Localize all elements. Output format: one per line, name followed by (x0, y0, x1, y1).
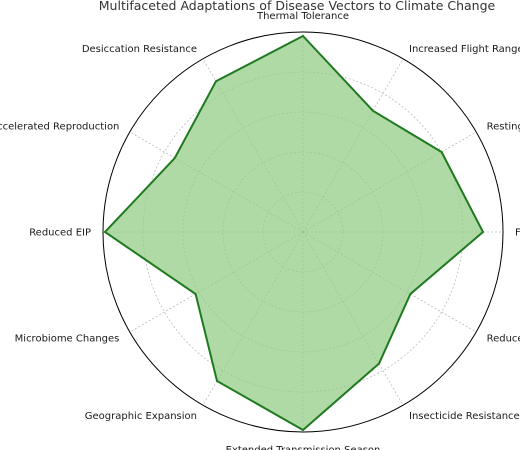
series-layer (103, 34, 485, 432)
label-layer: Thermal Tolerance Increased Flight Range R… (0, 11, 520, 450)
axis-label-6: Insecticide Resistance (409, 411, 520, 422)
axis-label-12: Desiccation Resistance (82, 44, 197, 55)
axis-label-2: Increased Flight Range (409, 44, 520, 55)
axis-label-10: Reduced EIP (29, 228, 91, 239)
axis-label-3: Resting Site Selection (487, 122, 520, 133)
chart-title: Multifaceted Adaptations of Disease Vect… (99, 0, 496, 13)
axis-label-8: Geographic Expansion (85, 411, 197, 422)
series-polygon (103, 34, 485, 432)
axis-label-11: Accelerated Reproduction (0, 122, 119, 133)
axis-label-7: Extended Transmission Season (226, 445, 381, 450)
axis-label-1: Thermal Tolerance (256, 11, 349, 22)
axis-label-5: Reduced Biocontrol Efficiency (487, 334, 520, 345)
axis-label-9: Microbiome Changes (15, 334, 120, 345)
outer-frame (102, 31, 504, 433)
axis-label-4: Feeding Pattern Shift (515, 228, 520, 239)
